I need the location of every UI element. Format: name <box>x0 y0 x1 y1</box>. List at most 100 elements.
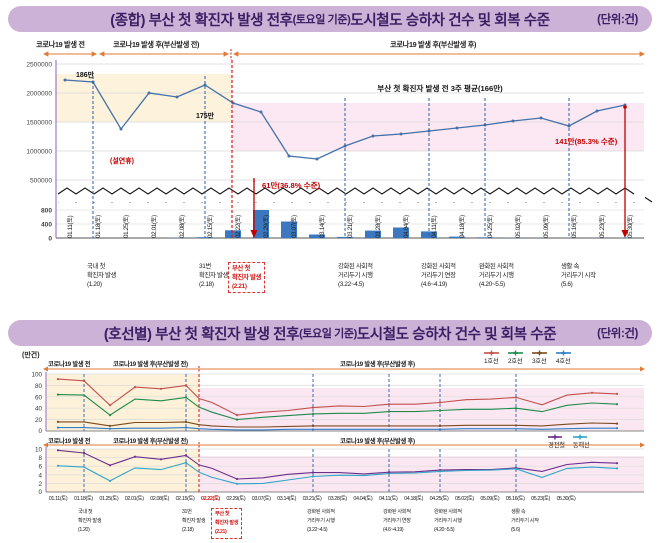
chart1-title-small: (토요일 기준) <box>292 14 351 26</box>
svg-text:4: 4 <box>38 472 42 479</box>
event-annotation: 31번 확진자 발생 (2.18) <box>199 262 228 289</box>
chart2-x-label: 04.04(토) <box>353 496 373 502</box>
svg-text:80: 80 <box>35 383 43 390</box>
chart2-x-label: 05.30(토) <box>556 496 576 502</box>
event-annotation: 강화된 사회적 거리두기 연장 (4.6~4.19) <box>383 508 411 535</box>
chart1-x-label: 01.11(토) <box>67 215 74 238</box>
event-annotation-labell2: 거리두기 시작 <box>561 272 596 279</box>
event-annotation-labell2: 거리두기 시작 <box>511 518 539 524</box>
event-annotation: 완화된 사회적 거리두기 시행 (4.20~5.5) <box>479 262 514 289</box>
event-annotation: 완화된 사회적 거리두기 시행 (4.20~5.5) <box>434 508 462 535</box>
legend-item-line4[interactable]: 4호선 <box>556 350 571 365</box>
chart2-x-label: 01.11(토) <box>48 496 68 502</box>
chart1-x-label: 03.14(토) <box>319 215 326 238</box>
chart2-lower-markers <box>56 449 619 485</box>
chart1-x-label: 03.28(토) <box>375 215 382 238</box>
chart2-top-phase-0: 코로나19 발생 전 <box>48 361 91 368</box>
chart1-phase-label-0: 코로나19 발생 전 <box>36 40 85 49</box>
svg-text:100: 100 <box>31 372 42 379</box>
chart2-x-label: 05.02(토) <box>454 496 474 502</box>
event-annotation-labell2: 거리두기 시행 <box>434 518 462 524</box>
chart1-x-label: 04.25(토) <box>487 215 494 238</box>
event-annotation-date: (2.18) <box>182 527 194 533</box>
chart2-x-label: 04.11(토) <box>378 496 398 502</box>
svg-text:10: 10 <box>35 447 43 454</box>
event-annotation-labell1: 생활 속 <box>511 509 526 515</box>
legend-item-line2[interactable]: 2호선 <box>508 350 523 365</box>
chart1-x-label: 04.04(토) <box>403 215 410 238</box>
event-annotation-labell2: 확진자 발생 <box>87 272 117 279</box>
event-annotation-date: (2.18) <box>199 281 214 288</box>
event-annotation-labell1: 강화된 사회적 <box>421 263 456 270</box>
chart2-series-line4 <box>58 427 617 431</box>
chart2-top-phase-1: 코로나19 발생 후(부산발생 전) <box>113 361 188 368</box>
event-annotation: 생활 속 거리두기 시작 (5.6) <box>511 508 539 535</box>
chart2-series-line2 <box>57 394 618 421</box>
event-annotation-date: (4.20~5.5) <box>434 527 455 533</box>
chart1-x-label: 05.30(토) <box>627 215 634 238</box>
svg-text:1000000: 1000000 <box>26 149 52 156</box>
chart2-x-label: 02.29(토) <box>226 496 246 502</box>
svg-text:60: 60 <box>35 394 43 401</box>
chart1-callout-prelast: 175만 <box>196 111 215 120</box>
event-annotation-labell2: 확진자 발생 <box>232 274 262 281</box>
event-annotation-date: (4.6~4.19) <box>421 281 447 288</box>
chart1-callout-avg3w: 부산 첫 확진자 발생 전 3주 평균(166만) <box>377 83 503 93</box>
event-annotation-labell2: 거리두기 연장 <box>421 272 456 279</box>
chart2-series-donghaeseon <box>57 462 618 485</box>
event-annotation-date: (3.22~4.5) <box>307 527 328 533</box>
chart2-x-label: 03.14(토) <box>277 496 297 502</box>
legend-item-line3[interactable]: 3호선 <box>532 350 547 365</box>
chart2-x-label: 01.18(토) <box>73 496 93 502</box>
chart1-x-label: 01.18(토) <box>95 215 102 238</box>
svg-text:0: 0 <box>38 428 42 435</box>
chart1-phase-label-2: 코로나19 발생 후(부산발생 후) <box>390 40 477 49</box>
svg-text:40: 40 <box>35 406 43 413</box>
chart2-top-phase-2: 코로나19 발생 후(부산발생 후) <box>340 361 415 368</box>
chart1-event-lines <box>92 76 570 238</box>
chart1-x-label: 02.08(토) <box>179 215 186 238</box>
event-annotation-date: (3.22~4.5) <box>338 281 364 288</box>
svg-text:0: 0 <box>38 489 42 496</box>
event-annotation: 31번 확진자 발생 (2.18) <box>182 508 206 535</box>
svg-text:0: 0 <box>48 236 52 243</box>
chart1-title-tail: 도시철도 승하차 건수 및 회복 수준 <box>350 12 550 29</box>
chart1-x-label: 03.21(토) <box>347 215 354 238</box>
chart2-upper-plot: 100 80 60 40 20 0 <box>31 366 645 435</box>
chart1-x-label: 03.07(토) <box>291 215 298 238</box>
chart2-x-label: 05.23(토) <box>531 496 551 502</box>
event-annotation-labell2: 거리두기 시행 <box>307 518 335 524</box>
event-annotation-labell2: 거리두기 연장 <box>383 518 411 524</box>
chart1-unit-label: (단위:건) <box>597 14 638 26</box>
chart1-recover-arrow <box>621 105 629 238</box>
chart2-x-label: 02.22(토) <box>200 496 220 502</box>
event-annotation-labell1: 생활 속 <box>561 263 580 270</box>
chart2-lower-plot: 10 8 6 4 2 0 <box>35 442 645 496</box>
event-annotation-date: (4.6~4.19) <box>383 527 404 533</box>
chart2-unit-label: (단위:건) <box>597 328 638 340</box>
event-annotation: 생활 속 거리두기 시작 (5.6) <box>561 262 596 289</box>
event-annotation-date: (1.20) <box>78 527 90 533</box>
chart2-unit-axis-label: (만건) <box>22 352 40 359</box>
event-annotation-labell1: 완화된 사회적 <box>479 263 514 270</box>
chart2-event-annotations: 국내 첫 확진자 발생 (1.20) 31번 확진자 발생 (2.18) 부산 첫 확진자 발… <box>0 508 660 543</box>
event-annotation: 강화된 사회적 거리두기 시행 (3.22~4.5) <box>307 508 335 535</box>
event-annotation-labell1: 부산 첫 <box>215 511 230 517</box>
chart1-x-label: 05.02(토) <box>515 215 522 238</box>
event-annotation: 국내 첫 확진자 발생 (1.20) <box>87 262 116 289</box>
event-annotation-labell2: 확진자 발생 <box>182 518 206 524</box>
chart2-bot-phase-0: 코로나19 발생 전 <box>48 438 91 445</box>
event-annotation-labell2: 거리두기 시행 <box>479 272 514 279</box>
legend-item-line1[interactable]: 1호선 <box>484 350 499 365</box>
chart1-phase-arrows <box>42 49 646 60</box>
chart2-x-label: 02.01(토) <box>124 496 144 502</box>
svg-text:400: 400 <box>41 222 52 229</box>
event-annotation-date: (1.20) <box>87 281 102 288</box>
event-annotation-labell1: 31번 <box>199 263 211 270</box>
svg-text:500000: 500000 <box>30 178 52 185</box>
chart2-x-label: 02.15(토) <box>175 496 195 502</box>
chart1-x-label: 05.23(토) <box>599 215 606 238</box>
chart1-callout-recover: 141만(85.3% 수준) <box>555 136 618 146</box>
